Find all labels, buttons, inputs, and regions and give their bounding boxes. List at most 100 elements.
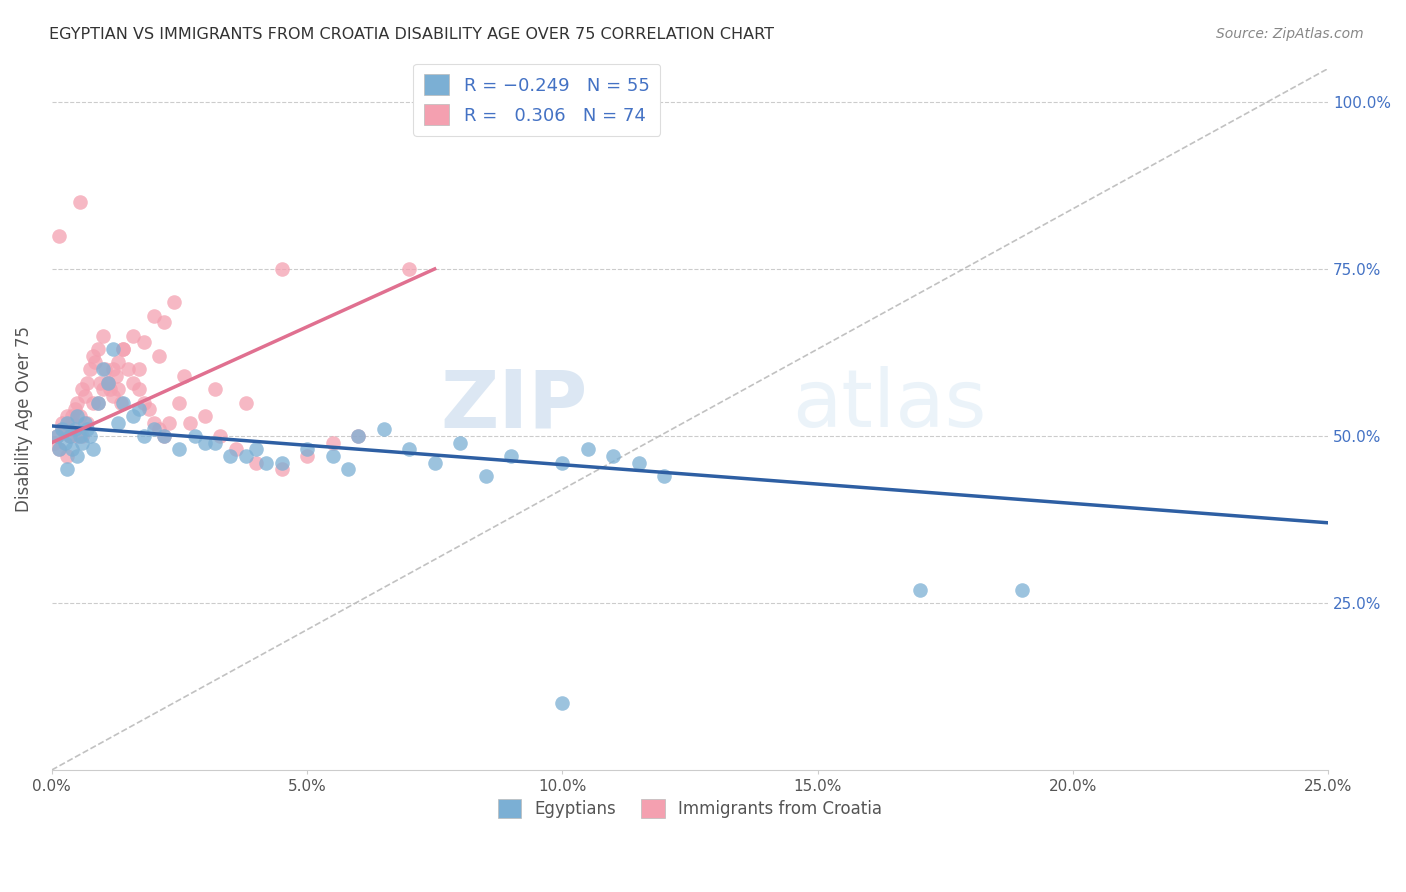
Point (48, 442, 70, 457)
Point (63, 422, 86, 436)
Point (194, 409, 217, 423)
Point (66, 409, 89, 423)
Point (153, 315, 176, 329)
Point (76, 376, 98, 390)
Point (73, 416, 96, 430)
Point (254, 456, 277, 470)
Text: Source: ZipAtlas.com: Source: ZipAtlas.com (1216, 27, 1364, 41)
Point (295, 442, 318, 457)
Point (66, 429, 89, 443)
Point (101, 362, 124, 376)
Point (86, 342, 108, 356)
Point (56, 449, 79, 463)
Point (128, 362, 150, 376)
Point (82, 349, 104, 363)
Point (148, 349, 170, 363)
Point (122, 409, 145, 423)
Point (423, 456, 446, 470)
Point (169, 442, 191, 457)
Point (112, 395, 135, 409)
Point (322, 435, 344, 450)
Point (69, 409, 91, 423)
Point (245, 456, 267, 470)
Point (107, 355, 129, 369)
Point (398, 262, 420, 277)
Point (91, 362, 114, 376)
Point (336, 462, 359, 476)
Point (183, 429, 205, 443)
Point (72, 382, 94, 396)
Point (235, 449, 257, 463)
Point (398, 442, 420, 457)
Point (56, 416, 79, 430)
Point (76, 422, 98, 436)
Point (79, 429, 101, 443)
Point (44, 435, 66, 450)
Point (654, 469, 676, 483)
Point (72, 435, 94, 450)
Point (163, 295, 186, 310)
Point (94, 362, 117, 376)
Point (551, 456, 574, 470)
Point (110, 395, 132, 409)
Point (153, 429, 176, 443)
Point (84, 355, 107, 369)
Point (270, 462, 292, 476)
Point (107, 382, 129, 396)
Point (347, 429, 370, 443)
Point (91, 382, 114, 396)
Point (86, 395, 108, 409)
Point (69, 429, 91, 443)
Point (60, 442, 83, 457)
Point (219, 449, 242, 463)
Point (107, 416, 129, 430)
Point (117, 362, 139, 376)
Point (173, 368, 195, 383)
Point (128, 382, 150, 396)
Point (72, 429, 94, 443)
Point (157, 416, 180, 430)
Point (73, 389, 96, 403)
Point (53, 435, 76, 450)
Point (56, 409, 79, 423)
Point (142, 309, 165, 323)
Point (48, 228, 70, 243)
Point (97, 376, 120, 390)
Point (97, 376, 120, 390)
Point (91, 328, 114, 343)
Point (295, 449, 318, 463)
Point (45, 429, 67, 443)
Point (194, 435, 217, 450)
Point (501, 449, 523, 463)
Point (142, 422, 165, 436)
Point (225, 442, 247, 457)
Point (59, 429, 82, 443)
Point (132, 429, 155, 443)
Point (86, 395, 108, 409)
Point (66, 449, 89, 463)
Point (82, 395, 104, 409)
Point (204, 435, 226, 450)
Legend: Egyptians, Immigrants from Croatia: Egyptians, Immigrants from Croatia (491, 792, 889, 825)
Point (132, 395, 155, 409)
Point (48, 442, 70, 457)
Point (373, 422, 395, 436)
Point (576, 442, 599, 457)
Point (179, 416, 201, 430)
Point (53, 422, 76, 436)
Point (551, 696, 574, 710)
Point (112, 342, 135, 356)
Y-axis label: Disability Age Over 75: Disability Age Over 75 (15, 326, 32, 512)
Point (51, 422, 73, 436)
Point (128, 402, 150, 417)
Point (908, 582, 931, 597)
Point (101, 342, 124, 356)
Point (104, 368, 127, 383)
Point (101, 389, 124, 403)
Point (142, 416, 165, 430)
Point (209, 429, 232, 443)
Point (82, 442, 104, 457)
Point (63, 402, 86, 417)
Point (60, 409, 83, 423)
Point (235, 395, 257, 409)
